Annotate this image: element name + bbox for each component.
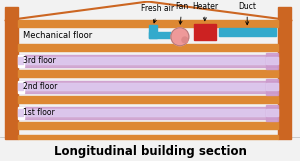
Bar	[18, 122, 278, 129]
Bar	[266, 105, 278, 121]
Bar	[18, 107, 278, 118]
Bar	[266, 53, 278, 69]
Text: Duct: Duct	[238, 2, 256, 25]
Bar	[18, 109, 278, 116]
Bar	[266, 57, 278, 64]
Bar	[18, 135, 278, 139]
Bar	[18, 57, 22, 64]
Bar	[18, 96, 278, 103]
Bar	[18, 57, 278, 64]
Bar	[18, 83, 278, 90]
Bar	[219, 28, 276, 36]
Text: Fresh air: Fresh air	[141, 5, 175, 23]
Text: Heater: Heater	[192, 2, 218, 21]
Text: Longitudinal building section: Longitudinal building section	[54, 145, 246, 157]
Text: 3rd floor: 3rd floor	[23, 56, 56, 65]
Bar	[18, 107, 24, 118]
Text: 1st floor: 1st floor	[23, 108, 55, 117]
Bar	[266, 79, 278, 95]
Bar	[18, 55, 24, 67]
Bar	[18, 83, 22, 90]
Bar	[18, 70, 278, 77]
Bar	[5, 6, 18, 139]
Bar	[194, 24, 216, 40]
Bar	[18, 81, 278, 93]
Bar	[149, 25, 157, 38]
Bar	[18, 109, 22, 116]
Bar	[18, 55, 278, 67]
Bar	[18, 20, 278, 27]
Bar	[149, 32, 171, 38]
Bar	[266, 109, 278, 116]
Bar	[278, 6, 290, 139]
Bar	[266, 83, 278, 90]
Circle shape	[171, 28, 189, 46]
Circle shape	[182, 37, 188, 43]
Bar	[18, 81, 24, 93]
Bar	[18, 44, 278, 51]
Text: Fan: Fan	[175, 2, 188, 24]
Text: Mechanical floor: Mechanical floor	[23, 31, 93, 40]
Text: 2nd floor: 2nd floor	[23, 82, 58, 91]
